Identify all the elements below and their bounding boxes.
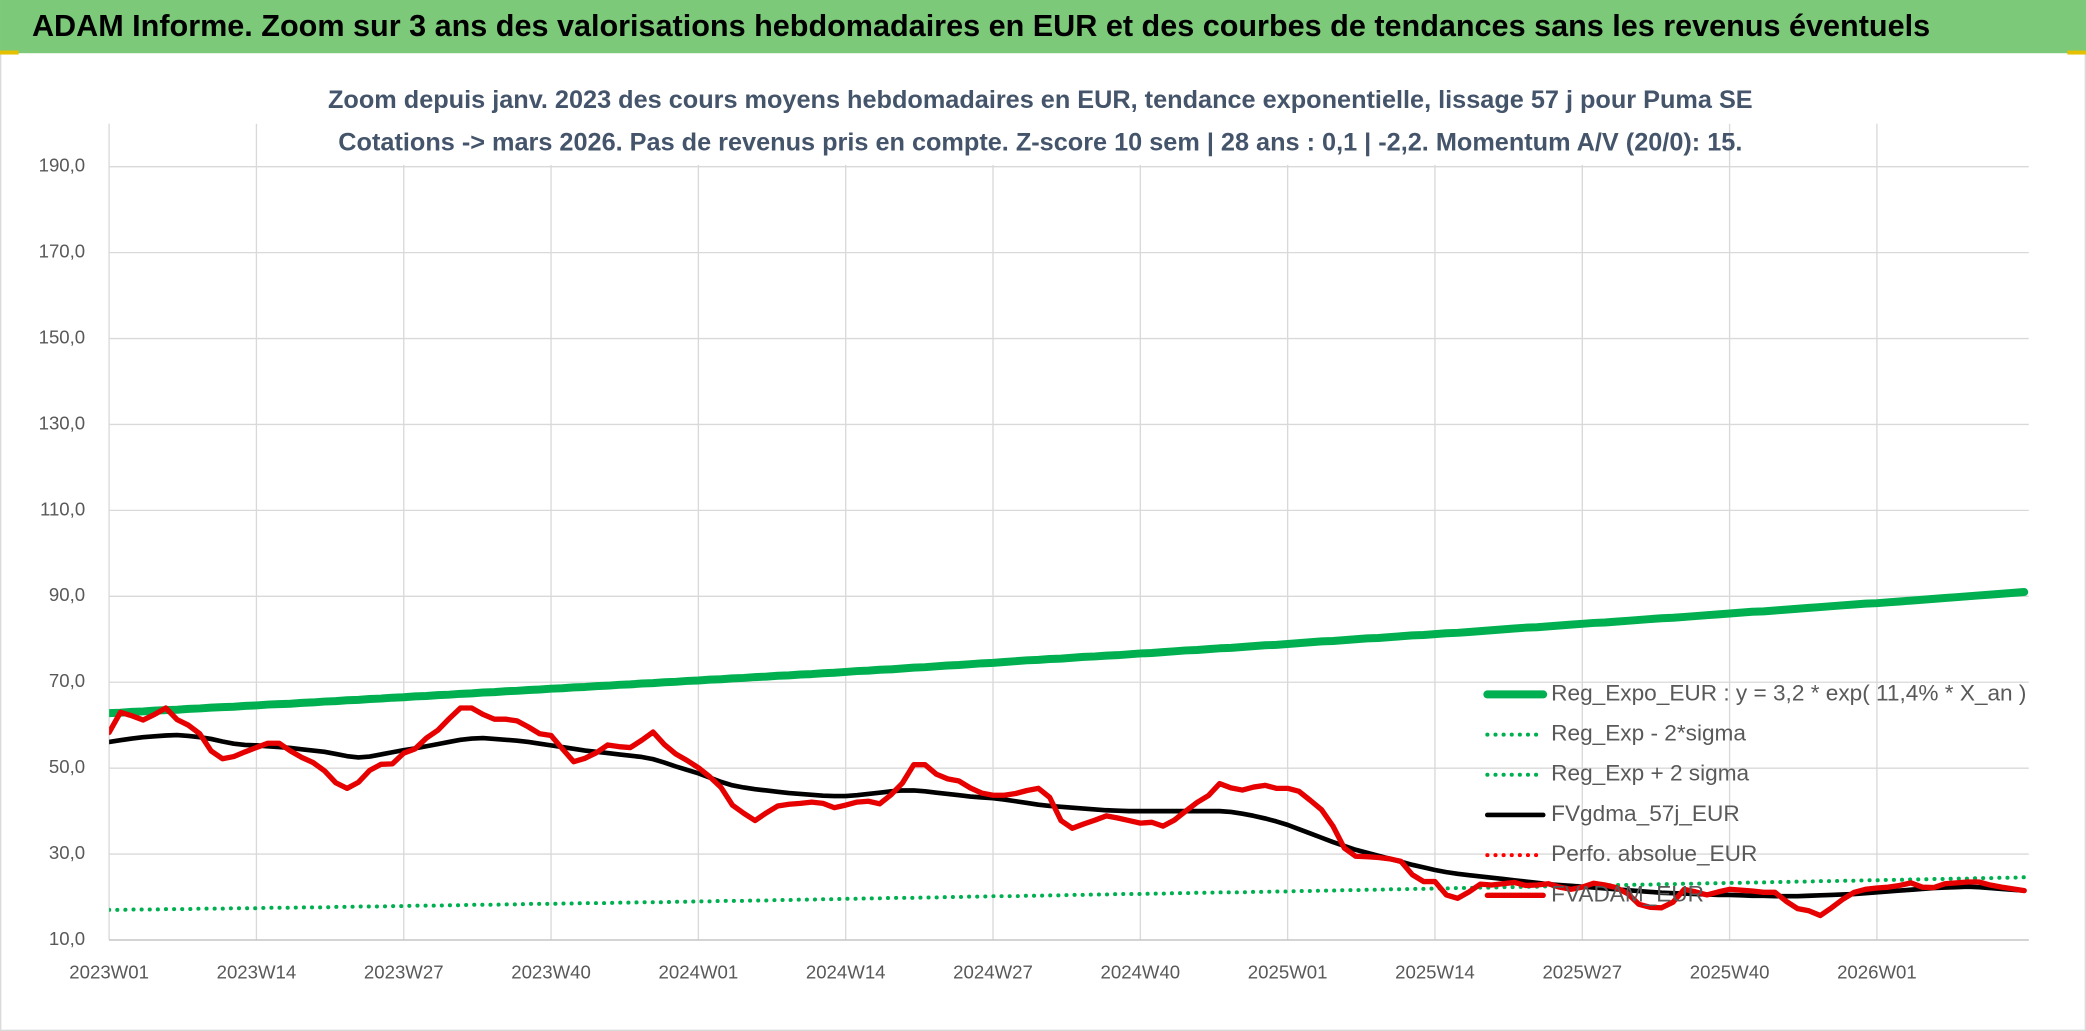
series-line [109,705,2027,919]
x-tick-label: 2025W01 [1248,962,1328,983]
corner [0,50,19,55]
x-tick-label: 2025W40 [1690,962,1770,983]
page-title: ADAM Informe. Zoom sur 3 ans des valoris… [32,9,1930,43]
header-bar [0,0,2086,54]
y-tick-label: 10,0 [49,928,85,949]
x-tick-label: 2025W27 [1542,962,1622,983]
legend-label: Reg_Exp - 2*sigma [1551,721,1746,746]
title-background [372,82,1717,165]
y-tick-label: 150,0 [39,326,86,347]
legend-label: FVgdma_57j_EUR [1551,801,1740,826]
legend-label: Reg_Exp + 2 sigma [1551,761,1749,786]
series-line [109,875,2027,912]
legend-label: Reg_Expo_EUR : y = 3,2 * exp( 11,4% * X_… [1551,680,2026,705]
x-tick-label: 2023W01 [69,962,149,983]
y-tick-label: 170,0 [39,241,86,262]
x-tick-label: 2024W01 [659,962,739,983]
chart-subtitle: Cotations -> mars 2026. Pas de revenus p… [338,128,1742,156]
series-line [109,588,2029,718]
y-tick-label: 70,0 [49,670,85,691]
x-tick-label: 2024W40 [1100,962,1180,983]
y-tick-label: 190,0 [39,155,86,176]
x-tick-label: 2025W14 [1395,962,1475,983]
y-tick-label: 110,0 [40,498,85,519]
x-tick-label: 2023W40 [511,962,591,983]
x-tick-label: 2023W27 [364,962,444,983]
plot-area: 10,0 30,0 50,0 70,0 90,0 110,0 130,0 150,0 170,0… [39,123,2029,983]
corner [2067,50,2086,55]
y-tick-label: 50,0 [49,756,85,777]
legend: Reg_Expo_EUR : y = 3,2 * exp( 11,4% * X_… [1483,680,2026,906]
y-tick-label: 90,0 [49,584,85,605]
x-tick-label: 2024W14 [806,962,886,983]
legend-label: Perfo. absolue_EUR [1551,841,1757,866]
chart-title: Zoom depuis janv. 2023 des cours moyens … [328,86,1753,114]
x-tick-label: 2026W01 [1837,962,1917,983]
x-tick-label: 2023W14 [217,962,297,983]
y-tick-label: 30,0 [49,842,85,863]
y-tick-label: 130,0 [39,412,86,433]
x-tick-label: 2024W27 [953,962,1033,983]
legend-label: FVADAM_EUR [1551,881,1704,906]
